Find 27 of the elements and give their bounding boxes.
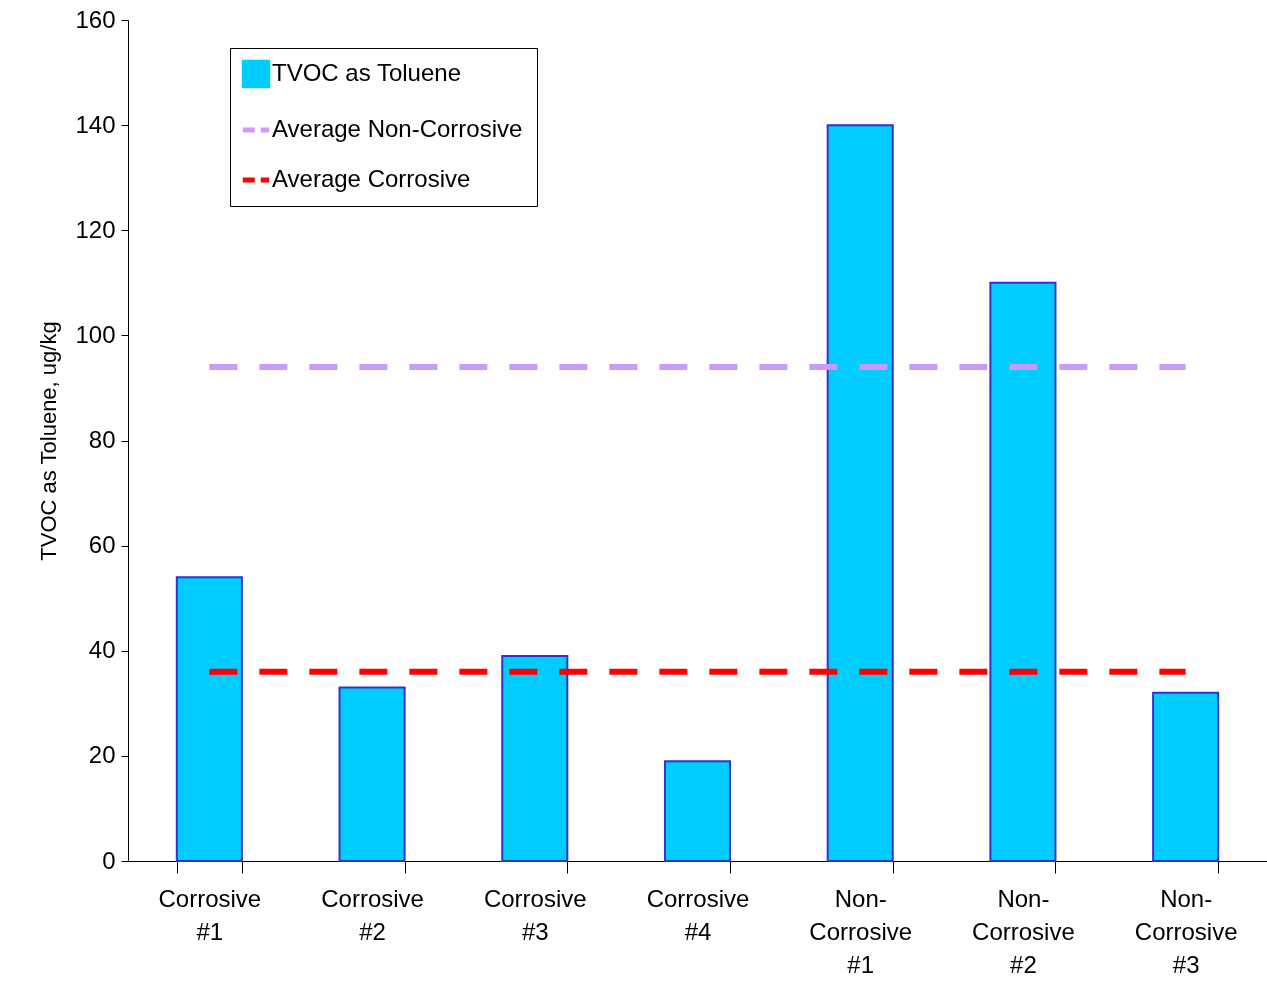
y-tick-label: 60 bbox=[88, 531, 116, 559]
x-tick-label: Non-Corrosive #3 bbox=[1134, 884, 1238, 978]
x-tick-label: Corrosive #2 bbox=[321, 884, 424, 945]
bar bbox=[989, 281, 1057, 862]
y-tick-label: 140 bbox=[75, 110, 116, 138]
y-tick-label: 20 bbox=[88, 741, 116, 769]
bar bbox=[501, 655, 569, 862]
y-axis-title: TVOC as Toluene, ug/kg bbox=[36, 321, 62, 561]
x-tick-label: Non-Corrosive #1 bbox=[809, 884, 913, 978]
x-tick-label: Corrosive #4 bbox=[646, 884, 750, 945]
x-tick-label: Corrosive #3 bbox=[483, 884, 587, 945]
x-tick-label: Non-Corrosive #2 bbox=[972, 884, 1075, 978]
y-tick-label: 80 bbox=[88, 426, 116, 453]
y-tick-label: 0 bbox=[102, 846, 116, 874]
legend-label: TVOC as Toluene bbox=[272, 59, 461, 86]
bar bbox=[175, 576, 243, 862]
y-tick-label: 100 bbox=[75, 320, 116, 348]
y-tick-label: 40 bbox=[88, 636, 116, 664]
legend-label: Average Non-Corrosive bbox=[272, 115, 523, 142]
bar bbox=[663, 760, 732, 862]
legend-label: Average Corrosive bbox=[272, 165, 471, 192]
bar bbox=[826, 124, 894, 862]
y-tick-label: 160 bbox=[75, 5, 116, 33]
x-tick-label: Corrosive #1 bbox=[158, 884, 262, 945]
y-tick-label: 120 bbox=[75, 215, 116, 243]
bar bbox=[338, 686, 406, 862]
bar bbox=[1152, 691, 1220, 862]
